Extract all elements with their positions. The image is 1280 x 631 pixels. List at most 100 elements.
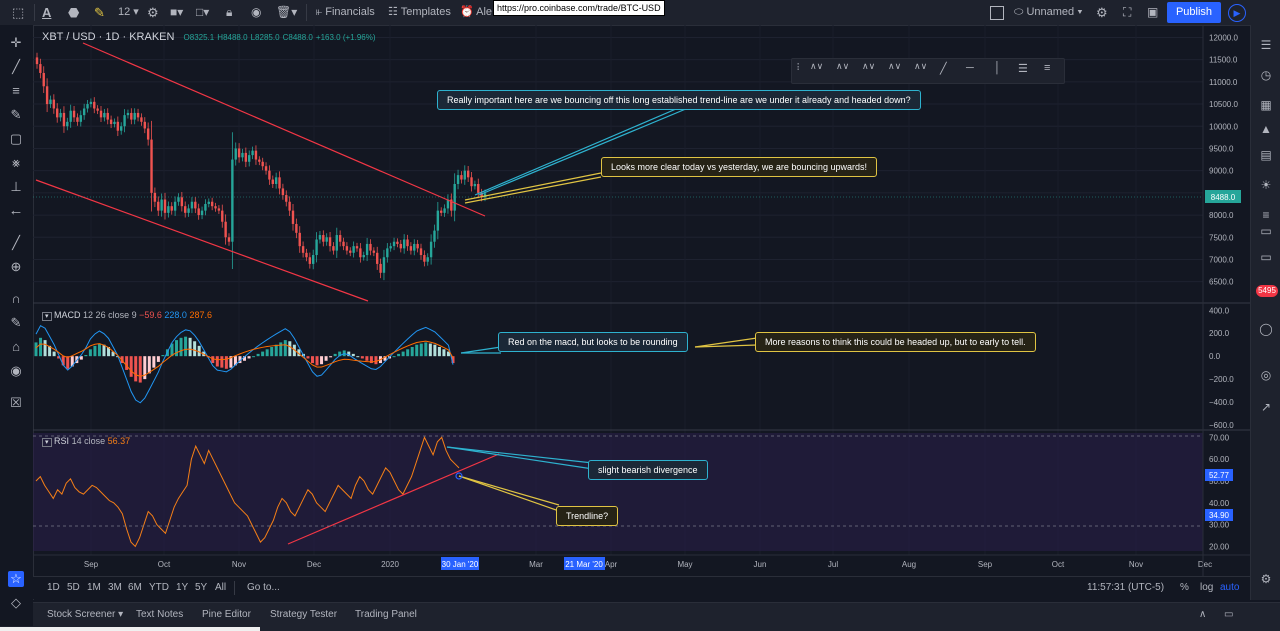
calendar-icon[interactable]: ▤ <box>1260 148 1272 162</box>
line-tool-icon[interactable]: ╱ <box>940 63 947 75</box>
background-icon[interactable]: ■▾ <box>170 5 184 19</box>
ideas-icon[interactable]: ☀ <box>1260 178 1272 192</box>
eye-icon[interactable]: ◉ <box>251 5 262 19</box>
vertical-line-icon[interactable]: │ <box>994 62 1001 74</box>
tab-strategy-tester[interactable]: Strategy Tester <box>270 609 338 620</box>
channel-icon[interactable]: ☰ <box>1018 63 1028 75</box>
fork-icon[interactable]: ≡ <box>1044 62 1051 74</box>
callout-more-reasons[interactable]: More reasons to think this could be head… <box>755 332 1036 352</box>
help-icon[interactable]: ◎ <box>1260 368 1272 382</box>
rsi-legend[interactable]: ▾ RSI 14 close 56.37 <box>42 436 130 447</box>
border-icon[interactable]: □▾ <box>196 5 210 19</box>
financials-button[interactable]: ⫦ Financials <box>316 6 375 18</box>
lock-draw-icon[interactable]: ✎ <box>10 315 22 330</box>
brush-icon[interactable]: ✎ <box>10 107 22 122</box>
drag-handle-icon[interactable]: ⠇ <box>796 63 804 74</box>
hotlist-icon[interactable]: ▲ <box>1260 122 1272 136</box>
pen-icon[interactable]: ✎ <box>94 5 105 20</box>
comment-icon[interactable]: ▢ <box>9 131 23 146</box>
tab-stock-screener[interactable]: Stock Screener ▾ <box>47 609 124 620</box>
checkbox-icon[interactable] <box>990 6 1004 20</box>
goto-button[interactable]: Go to... <box>247 582 280 593</box>
macd-legend[interactable]: ▾ MACD 12 26 close 9 −59.6 228.0 287.6 <box>42 310 212 321</box>
tab-pine-editor[interactable]: Pine Editor <box>202 609 251 620</box>
range-ytd[interactable]: YTD <box>149 582 169 593</box>
range-1y[interactable]: 1Y <box>176 582 189 593</box>
pattern-icon-4[interactable]: ∧∨ <box>888 61 902 71</box>
range-all[interactable]: All <box>215 582 227 593</box>
crosshair-icon[interactable]: ⬚ <box>12 5 25 20</box>
range-5y[interactable]: 5Y <box>195 582 208 593</box>
fill-color-icon[interactable]: ⬣ <box>68 5 80 20</box>
callout-pointer <box>464 176 602 204</box>
streams-icon[interactable]: ≡ <box>1262 208 1270 222</box>
range-5d[interactable]: 5D <box>67 582 80 593</box>
text-color-icon[interactable]: A <box>42 5 52 20</box>
chat-icon[interactable]: ▭ <box>1260 224 1272 238</box>
alerts-clock-icon[interactable]: ◷ <box>1260 68 1272 82</box>
callout-divergence[interactable]: slight bearish divergence <box>588 460 708 480</box>
text-tool-icon[interactable]: ⊥ <box>10 179 22 194</box>
log-toggle[interactable]: log <box>1200 582 1214 593</box>
scrollbar[interactable] <box>0 627 260 631</box>
layers-icon[interactable]: ◇ <box>11 595 21 610</box>
range-1d[interactable]: 1D <box>47 582 60 593</box>
trash-icon[interactable]: 🗑︎▾ <box>276 5 298 19</box>
pattern-icon-5[interactable]: ∧∨ <box>914 61 928 71</box>
delete-icon[interactable]: ☒ <box>10 395 22 410</box>
callout-trendline-question[interactable]: Really important here are we bouncing of… <box>437 90 921 110</box>
clock[interactable]: 11:57:31 (UTC-5) <box>1087 582 1165 593</box>
notifications-icon[interactable]: ◯ <box>1259 322 1273 336</box>
magnet-icon[interactable]: ∩ <box>11 291 21 306</box>
fullscreen-icon[interactable]: ⛶ <box>1123 5 1132 19</box>
alerts-button[interactable]: ⏰ Ale <box>460 6 493 18</box>
settings-icon[interactable]: ⚙ <box>1096 5 1108 20</box>
horizontal-line-icon[interactable]: ─ <box>966 62 974 74</box>
pattern-icon-1[interactable]: ∧∨ <box>810 61 824 71</box>
candle-body <box>194 201 197 209</box>
collapse-panel-icon[interactable]: ∧ <box>1199 609 1207 620</box>
gear-icon[interactable]: ⚙ <box>147 5 159 20</box>
chart-area[interactable]: 12000.0 11500.0 11000.0 10500.0 10000.0 9500.… <box>33 25 1250 576</box>
font-size-select[interactable]: 12 ▾ <box>118 6 139 18</box>
callout-trendline[interactable]: Trendline? <box>556 506 619 526</box>
candle-body <box>338 235 342 242</box>
auto-toggle[interactable]: auto <box>1220 582 1240 593</box>
publish-button[interactable]: Publish <box>1167 2 1221 23</box>
ruler-icon[interactable]: ╱ <box>12 235 20 250</box>
range-3m[interactable]: 3M <box>108 582 122 593</box>
back-arrow-icon[interactable]: ← <box>8 202 24 219</box>
pattern-icon[interactable]: ⨳ <box>11 155 21 170</box>
callout-macd-red[interactable]: Red on the macd, but looks to be roundin… <box>498 332 688 352</box>
trend-line-icon[interactable]: ╱ <box>12 59 20 74</box>
visibility-icon[interactable]: ◉ <box>10 363 22 378</box>
symbol-name[interactable]: XBT / USD <box>42 31 96 43</box>
collapse-icon[interactable]: ▾ <box>42 438 52 447</box>
tab-trading-panel[interactable]: Trading Panel <box>355 609 417 620</box>
maximize-panel-icon[interactable]: ▭ <box>1224 609 1234 620</box>
tab-text-notes[interactable]: Text Notes <box>136 609 184 620</box>
watchlist-icon[interactable]: ☰ <box>1260 38 1272 52</box>
unlock-icon[interactable]: ⌂ <box>12 339 20 354</box>
templates-button[interactable]: ☷ Templates <box>388 6 451 18</box>
camera-icon[interactable]: ▣ <box>1147 5 1159 19</box>
play-icon[interactable]: ▶ <box>1228 4 1246 22</box>
cross-icon[interactable]: ✛ <box>10 35 22 50</box>
layout-name[interactable]: ⬭ Unnamed ▾ <box>1014 6 1083 18</box>
data-window-icon[interactable]: ▦ <box>1260 98 1272 112</box>
symbol-legend[interactable]: XBT / USD · 1D · KRAKEN O8325.1 H8488.0 … <box>42 31 376 43</box>
gear-bottom-icon[interactable]: ⚙ <box>1260 572 1272 586</box>
fib-icon[interactable]: ≡ <box>12 83 20 98</box>
zoom-icon[interactable]: ⊕ <box>10 259 22 274</box>
callout-bouncing[interactable]: Looks more clear today vs yesterday, we … <box>601 157 877 177</box>
range-6m[interactable]: 6M <box>128 582 142 593</box>
percent-toggle[interactable]: % <box>1180 582 1189 593</box>
lock-icon[interactable]: 🔒︎ <box>226 5 233 19</box>
messages-icon[interactable]: ▭ <box>1260 250 1272 264</box>
share-icon[interactable]: ↗ <box>1260 400 1272 414</box>
favorites-icon[interactable]: ☆ <box>8 571 24 587</box>
pattern-icon-2[interactable]: ∧∨ <box>836 61 850 71</box>
collapse-icon[interactable]: ▾ <box>42 312 52 321</box>
range-1m[interactable]: 1M <box>87 582 101 593</box>
pattern-icon-3[interactable]: ∧∨ <box>862 61 876 71</box>
